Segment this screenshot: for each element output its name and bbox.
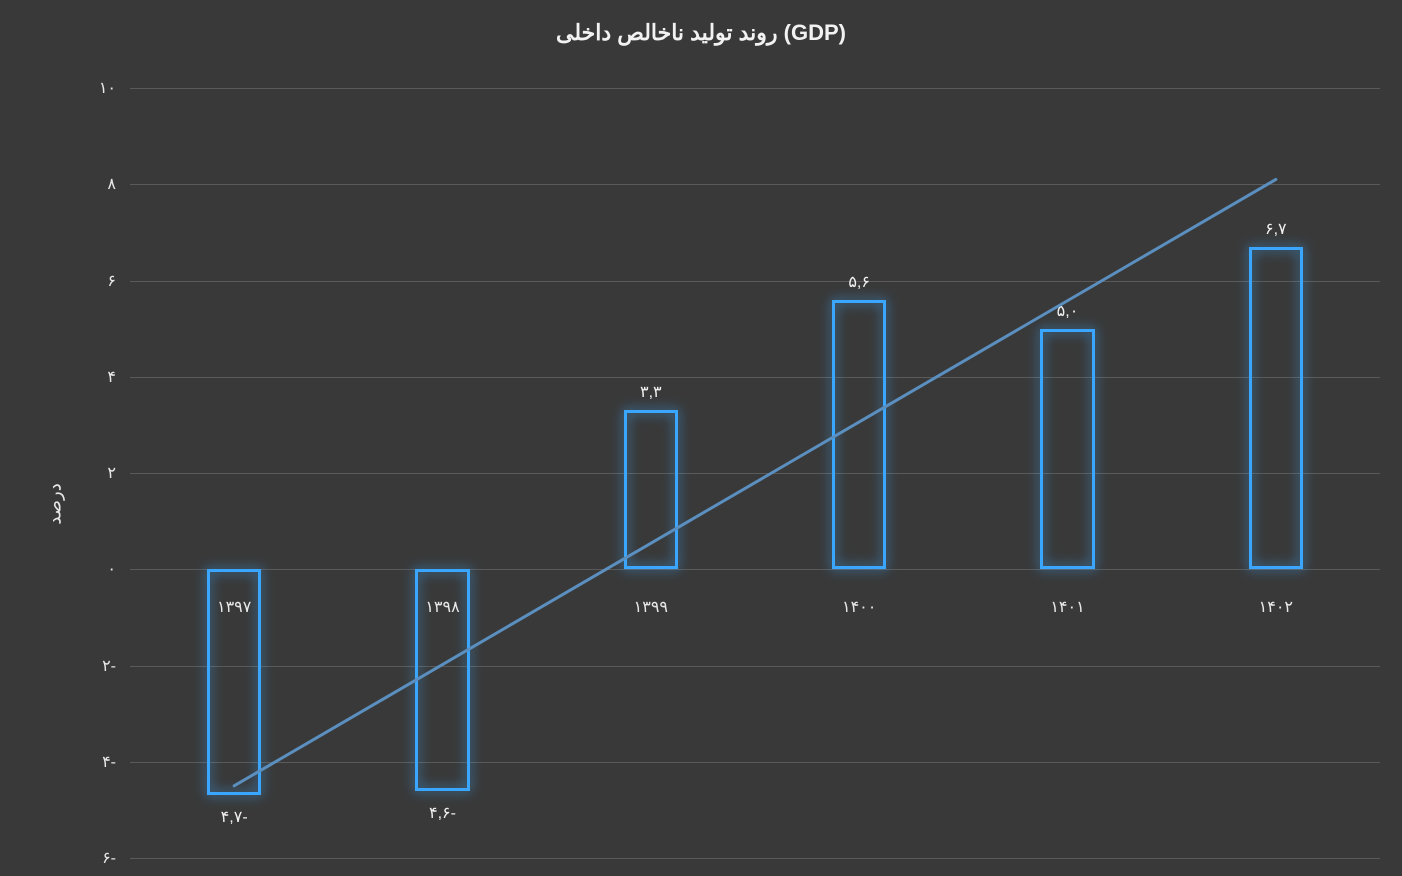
gridline	[130, 666, 1380, 667]
chart-title: روند تولید ناخالص داخلی (GDP)	[0, 20, 1402, 46]
y-axis-title: درصد	[45, 483, 66, 524]
x-tick-label: ۱۳۹۹	[634, 597, 668, 617]
x-tick-label: ۱۴۰۰	[842, 597, 876, 617]
gridline	[130, 88, 1380, 89]
data-label: ۵,۰	[1057, 301, 1079, 321]
y-tick-label: -۲	[102, 656, 130, 676]
data-label: -۴,۶	[429, 803, 456, 823]
data-label: ۶,۷	[1265, 219, 1287, 239]
plot-area: -۶-۴-۲۰۲۴۶۸۱۰۱۳۹۷-۴,۷۱۳۹۸-۴,۶۱۳۹۹۳,۳۱۴۰۰…	[130, 88, 1380, 858]
gridline	[130, 569, 1380, 570]
gridline	[130, 762, 1380, 763]
y-tick-label: ۲	[107, 463, 130, 483]
y-tick-label: -۶	[102, 848, 130, 868]
data-label: ۵,۶	[848, 272, 870, 292]
bar	[1040, 329, 1094, 570]
data-label: -۴,۷	[221, 807, 248, 827]
gdp-trend-chart: روند تولید ناخالص داخلی (GDP) درصد -۶ -۴ -…	[0, 0, 1402, 876]
y-tick-label: ۶	[107, 271, 130, 291]
gridline	[130, 184, 1380, 185]
bar	[624, 410, 678, 569]
x-tick-label: ۱۴۰۱	[1050, 597, 1084, 617]
gridline	[130, 858, 1380, 859]
y-tick-label: ۰	[107, 559, 130, 579]
y-tick-label: -۴	[102, 752, 130, 772]
data-label: ۳,۳	[640, 382, 662, 402]
y-tick-label: ۴	[107, 367, 130, 387]
gridline	[130, 473, 1380, 474]
bar	[832, 300, 886, 570]
x-tick-label: ۱۴۰۲	[1259, 597, 1293, 617]
bar	[1249, 247, 1303, 569]
y-tick-label: ۸	[107, 174, 130, 194]
x-tick-label: ۱۳۹۸	[425, 597, 459, 617]
gridline	[130, 281, 1380, 282]
y-tick-label: ۱۰	[99, 78, 130, 98]
gridline	[130, 377, 1380, 378]
x-tick-label: ۱۳۹۷	[217, 597, 251, 617]
